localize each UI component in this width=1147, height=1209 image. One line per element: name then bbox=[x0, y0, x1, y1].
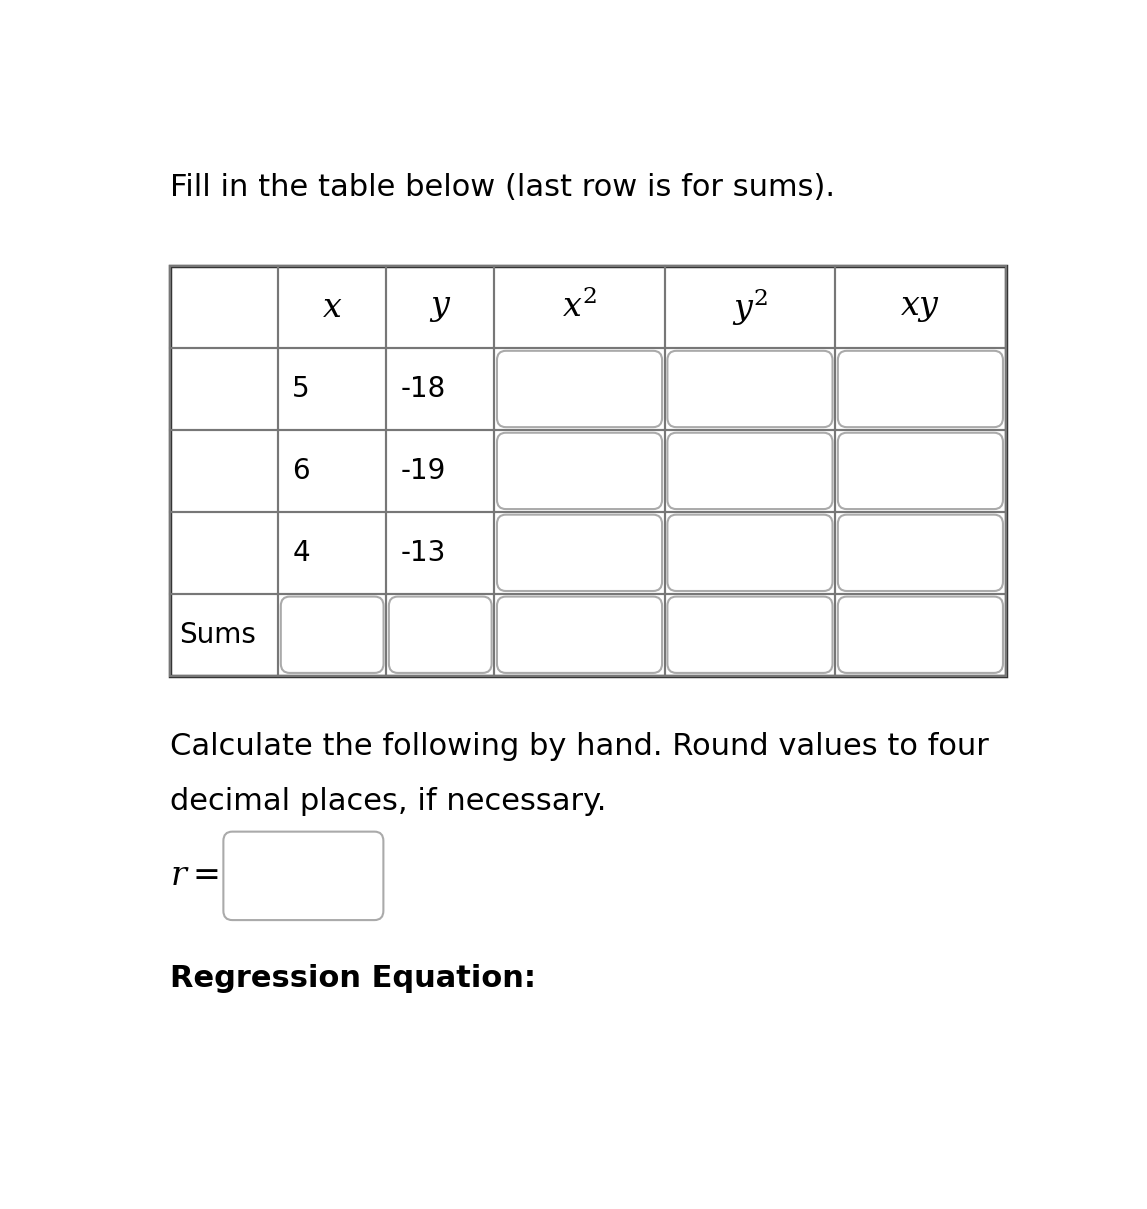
Bar bbox=[665, 511, 835, 594]
Text: Calculate the following by hand. Round values to four: Calculate the following by hand. Round v… bbox=[170, 731, 989, 760]
Bar bbox=[494, 594, 665, 676]
Bar bbox=[278, 348, 387, 430]
Bar bbox=[494, 266, 665, 348]
Bar bbox=[170, 511, 278, 594]
Text: -13: -13 bbox=[400, 539, 446, 567]
Bar bbox=[278, 511, 387, 594]
Bar bbox=[387, 266, 494, 348]
Text: decimal places, if necessary.: decimal places, if necessary. bbox=[170, 787, 607, 816]
Bar bbox=[387, 430, 494, 511]
Bar bbox=[278, 430, 387, 511]
Text: Sums: Sums bbox=[179, 620, 256, 649]
Text: Regression Equation:: Regression Equation: bbox=[170, 965, 536, 994]
FancyBboxPatch shape bbox=[837, 515, 1002, 591]
FancyBboxPatch shape bbox=[837, 351, 1002, 427]
Bar bbox=[835, 594, 1006, 676]
Bar bbox=[170, 430, 278, 511]
Bar bbox=[835, 511, 1006, 594]
Bar bbox=[494, 348, 665, 430]
Bar bbox=[278, 594, 387, 676]
Bar bbox=[387, 348, 494, 430]
FancyBboxPatch shape bbox=[668, 515, 833, 591]
Bar bbox=[170, 348, 278, 430]
Bar bbox=[835, 266, 1006, 348]
Bar bbox=[170, 266, 1006, 676]
Bar bbox=[835, 348, 1006, 430]
Bar bbox=[835, 430, 1006, 511]
Text: $y^2$: $y^2$ bbox=[732, 287, 768, 328]
Bar bbox=[665, 430, 835, 511]
Bar bbox=[387, 594, 494, 676]
FancyBboxPatch shape bbox=[389, 596, 492, 673]
Bar bbox=[278, 266, 387, 348]
FancyBboxPatch shape bbox=[837, 433, 1002, 509]
Text: Fill in the table below (last row is for sums).: Fill in the table below (last row is for… bbox=[170, 173, 835, 202]
Bar bbox=[494, 430, 665, 511]
Text: $x^2$: $x^2$ bbox=[562, 290, 596, 324]
FancyBboxPatch shape bbox=[837, 596, 1002, 673]
Bar bbox=[170, 266, 278, 348]
Bar bbox=[665, 594, 835, 676]
Bar bbox=[665, 266, 835, 348]
Bar bbox=[665, 348, 835, 430]
FancyBboxPatch shape bbox=[668, 433, 833, 509]
FancyBboxPatch shape bbox=[497, 433, 662, 509]
Text: 6: 6 bbox=[292, 457, 310, 485]
Text: $r =$: $r =$ bbox=[170, 860, 219, 892]
FancyBboxPatch shape bbox=[224, 832, 383, 920]
Text: 5: 5 bbox=[292, 375, 310, 403]
Text: 4: 4 bbox=[292, 539, 310, 567]
FancyBboxPatch shape bbox=[497, 351, 662, 427]
Bar bbox=[494, 511, 665, 594]
Bar bbox=[170, 594, 278, 676]
FancyBboxPatch shape bbox=[668, 596, 833, 673]
FancyBboxPatch shape bbox=[497, 515, 662, 591]
Text: -19: -19 bbox=[400, 457, 446, 485]
Text: $x$: $x$ bbox=[322, 290, 342, 324]
FancyBboxPatch shape bbox=[281, 596, 383, 673]
Text: $y$: $y$ bbox=[429, 290, 452, 324]
FancyBboxPatch shape bbox=[668, 351, 833, 427]
Text: -18: -18 bbox=[400, 375, 446, 403]
Text: $xy$: $xy$ bbox=[900, 290, 941, 324]
Bar bbox=[387, 511, 494, 594]
FancyBboxPatch shape bbox=[497, 596, 662, 673]
